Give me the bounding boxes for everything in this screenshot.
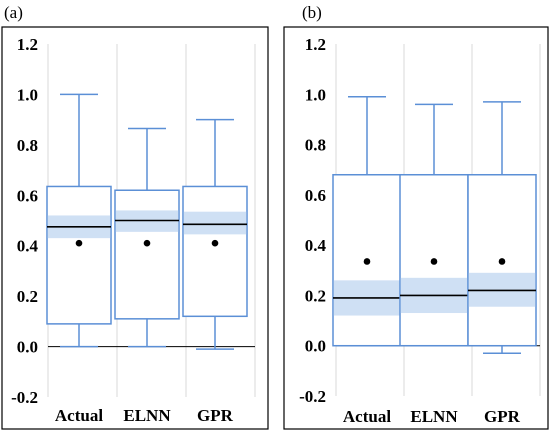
mean-marker <box>430 258 438 265</box>
category-label: Actual <box>343 407 391 426</box>
category-label: Actual <box>55 406 103 425</box>
box-elnn <box>114 127 180 348</box>
y-tick-label: 0.2 <box>305 286 326 305</box>
box-iqr <box>114 189 180 320</box>
y-tick-label: 0.6 <box>17 186 38 205</box>
panel-b-box-plot: (b) -0.2 0.0 0.2 0.4 0.6 0.8 1.0 1.2 Actual ELNN G… <box>283 3 549 430</box>
panel-b-frame <box>283 26 549 430</box>
panel-b-plot-area: -0.2 0.0 0.2 0.4 0.6 0.8 1.0 1.2 Actual ELNN GPR <box>299 35 541 426</box>
category-label: GPR <box>197 406 234 425</box>
y-tick-label: 0.4 <box>17 237 39 256</box>
y-tick-label: 1.0 <box>17 85 38 104</box>
panel-b-label: (b) <box>302 3 322 22</box>
panel-a-label: (a) <box>4 3 23 22</box>
category-label: ELNN <box>123 406 171 425</box>
box-gpr <box>467 101 537 355</box>
box-iqr <box>46 185 112 325</box>
mean-marker <box>211 239 219 247</box>
median-ci-band <box>183 211 247 235</box>
panel-a-box-plot: (a) -0.2 0.0 0.2 0.4 0.6 0.8 1.0 1.2 Actual ELNN G… <box>1 3 269 430</box>
y-tick-label: 0.0 <box>305 337 326 356</box>
y-tick-label: -0.2 <box>299 387 326 406</box>
category-label: ELNN <box>410 407 458 426</box>
box-actual <box>46 93 112 348</box>
y-tick-label: 1.2 <box>305 35 326 54</box>
y-tick-label: 0.8 <box>17 136 38 155</box>
box-iqr <box>182 185 248 318</box>
box-elnn <box>399 103 469 347</box>
y-tick-label: 0.6 <box>305 186 326 205</box>
y-tick-label: 0.0 <box>17 338 38 357</box>
mean-marker <box>143 239 151 247</box>
box-actual <box>332 96 402 347</box>
mean-marker <box>498 258 506 265</box>
panel-a-frame <box>1 26 269 430</box>
category-label: GPR <box>484 407 521 426</box>
y-tick-label: 1.2 <box>17 35 38 54</box>
mean-marker <box>75 239 83 247</box>
y-tick-label: 0.2 <box>17 287 38 306</box>
mean-marker <box>363 258 371 265</box>
y-tick-label: 1.0 <box>305 85 326 104</box>
y-tick-label: -0.2 <box>11 388 38 407</box>
y-tick-label: 0.8 <box>305 136 326 155</box>
panel-a-plot-area: -0.2 0.0 0.2 0.4 0.6 0.8 1.0 1.2 Actual ELNN GPR <box>11 35 256 425</box>
y-tick-label: 0.4 <box>305 236 327 255</box>
box-gpr <box>182 118 248 350</box>
